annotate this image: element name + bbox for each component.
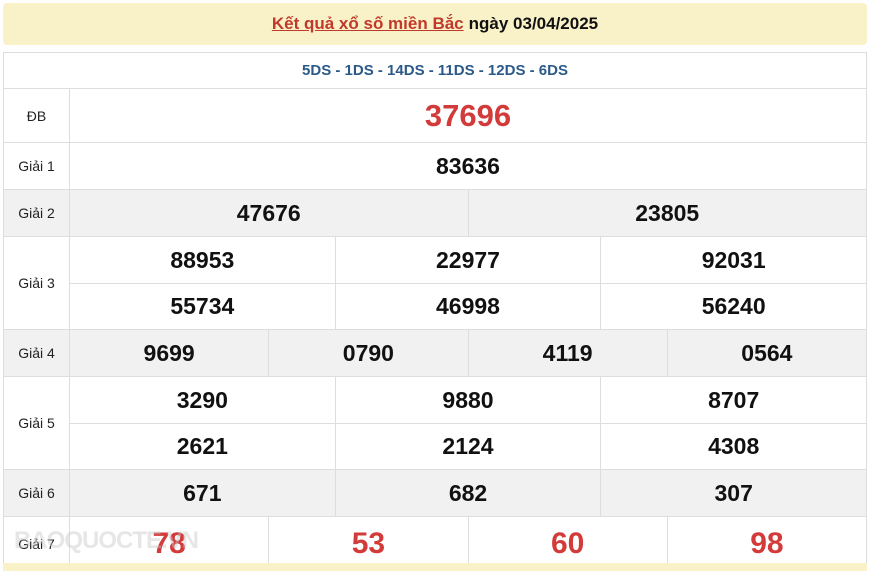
- prize-row-g4: Giải 4 9699 0790 4119 0564: [4, 330, 866, 377]
- prize-number: 92031: [600, 237, 866, 283]
- prize-number: 671: [183, 479, 222, 506]
- prize-number: 682: [334, 470, 601, 516]
- prize-number: 60: [467, 517, 667, 570]
- prize-label: ĐB: [4, 89, 70, 142]
- prize-row-g5: Giải 5 3290 9880 8707 2621 2124 4308: [4, 377, 866, 470]
- prize-label: Giải 7: [4, 517, 70, 570]
- footer-strip: [3, 563, 867, 571]
- prize-number: 47676: [236, 199, 301, 226]
- results-date: ngày 03/04/2025: [468, 14, 599, 33]
- watermark-logo: BAOQUOCTE.VN: [14, 527, 199, 554]
- prize-number: 53: [268, 517, 467, 570]
- results-table: 5DS - 1DS - 14DS - 11DS - 12DS - 6DS ĐB …: [3, 52, 867, 571]
- prize-number: 88953: [170, 246, 235, 273]
- prize-number: 9699: [143, 339, 195, 366]
- prize-row-db: ĐB 37696: [4, 89, 866, 143]
- prize-number: 9880: [334, 377, 601, 423]
- prize-number: 2621: [176, 433, 228, 459]
- prize-label: Giải 3: [4, 237, 70, 329]
- prize-number: 23805: [467, 190, 867, 236]
- prize-number: 307: [600, 470, 866, 516]
- prize-label: Giải 5: [4, 377, 70, 469]
- prize-row-g1: Giải 1 83636: [4, 143, 866, 190]
- prize-number: 0564: [666, 330, 866, 376]
- results-link[interactable]: Kết quả xổ số miền Bắc: [271, 14, 464, 33]
- prize-row-g2: Giải 2 47676 23805: [4, 190, 866, 237]
- prize-number: 22977: [334, 237, 601, 283]
- prize-number: 46998: [334, 284, 601, 329]
- prize-number: 8707: [600, 377, 866, 423]
- prize-label: Giải 1: [4, 143, 70, 189]
- prize-row-g3: Giải 3 88953 22977 92031 55734 46998 562…: [4, 237, 866, 330]
- prize-label: Giải 4: [4, 330, 70, 376]
- prize-number: 37696: [424, 97, 512, 133]
- ticket-codes: 5DS - 1DS - 14DS - 11DS - 12DS - 6DS: [4, 53, 866, 89]
- prize-number: 78: [152, 526, 186, 560]
- prize-row-g6: Giải 6 671 682 307: [4, 470, 866, 517]
- results-title: Kết quả xổ số miền Bắc ngày 03/04/2025: [3, 3, 867, 45]
- prize-label: Giải 2: [4, 190, 70, 236]
- prize-number: 3290: [176, 386, 228, 413]
- prize-number: 4119: [467, 330, 667, 376]
- prize-number: 4308: [600, 424, 866, 469]
- prize-number: 98: [666, 517, 866, 570]
- prize-number: 2124: [334, 424, 601, 469]
- prize-number: 56240: [600, 284, 866, 329]
- prize-label: Giải 6: [4, 470, 70, 516]
- prize-number: 0790: [268, 330, 467, 376]
- prize-number: 83636: [436, 152, 500, 179]
- prize-number: 55734: [170, 293, 235, 319]
